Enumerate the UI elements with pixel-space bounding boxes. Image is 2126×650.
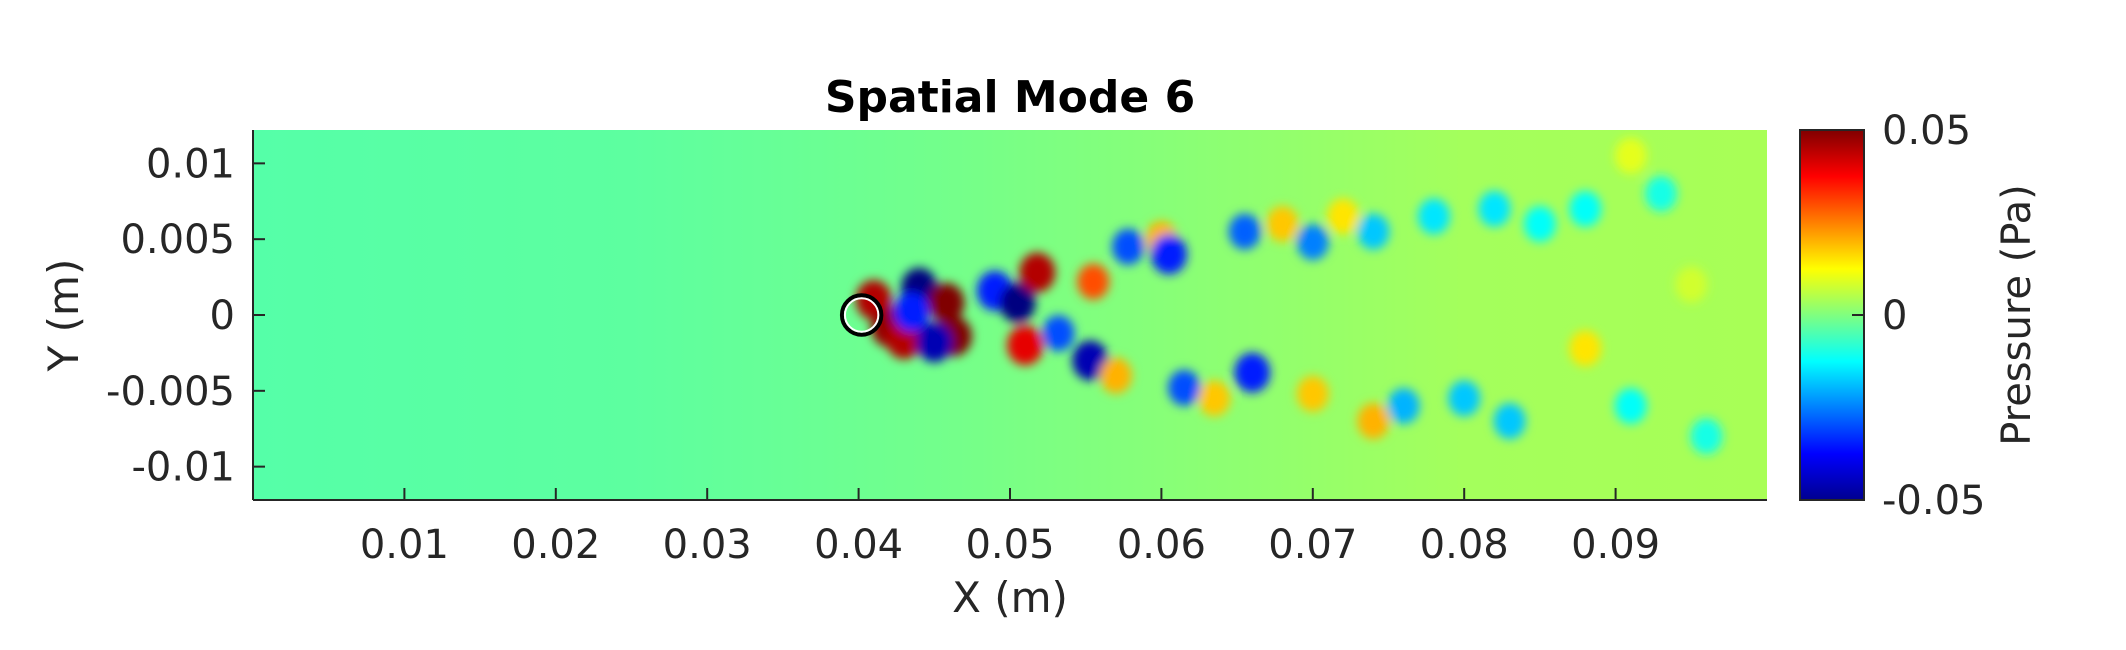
x-tick-label: 0.07 (1268, 522, 1357, 568)
colorbar-label: Pressure (Pa) (1994, 184, 2040, 446)
colorbar-tick-label: 0 (1882, 293, 1907, 339)
x-tick-label: 0.06 (1117, 522, 1206, 568)
plot-area (253, 130, 1767, 500)
pressure-blob-33 (1493, 403, 1526, 440)
pressure-blob-20 (1198, 380, 1231, 417)
pressure-blob-37 (1614, 387, 1647, 424)
y-tick-label: 0.005 (120, 217, 235, 263)
cylinder-inner-outline (843, 297, 880, 333)
pressure-blob-14 (1072, 340, 1109, 381)
pressure-blob-18 (1150, 234, 1187, 275)
pressure-blob-34 (1523, 206, 1556, 243)
pressure-blob-36 (1569, 190, 1602, 227)
pressure-blob-27 (1357, 403, 1390, 440)
x-tick-label: 0.02 (511, 522, 600, 568)
x-tick-label: 0.01 (360, 522, 449, 568)
pressure-blob-35 (1569, 330, 1602, 367)
y-axis-label: Y (m) (39, 259, 88, 373)
pressure-blob-12 (1042, 315, 1075, 352)
pressure-blob-15 (1099, 357, 1132, 394)
pressure-blob-39 (1690, 418, 1723, 455)
pressure-blob-21 (1228, 213, 1261, 250)
pressure-blob-7 (916, 322, 953, 363)
cylinder-outline (839, 293, 884, 337)
pressure-blob-40 (1614, 137, 1647, 174)
x-tick-label: 0.05 (965, 522, 1054, 568)
pressure-blob-26 (1327, 198, 1360, 235)
y-tick-label: -0.005 (106, 369, 235, 415)
pressure-blob-32 (1478, 190, 1511, 227)
x-axis: 0.01 0.02 0.03 0.04 0.05 0.06 0.07 0.08 0.09 (360, 488, 1660, 568)
y-tick-label: 0.01 (146, 141, 235, 187)
pressure-blob-5 (928, 282, 965, 323)
colorbar-ticks: 0.05 0 -0.05 (1852, 108, 1986, 524)
pressure-blob-29 (1387, 387, 1420, 424)
y-tick-label: -0.01 (132, 445, 236, 491)
pressure-blob-16 (1112, 228, 1145, 265)
x-tick-label: 0.03 (663, 522, 752, 568)
x-tick-label: 0.08 (1420, 522, 1509, 568)
colorbar-tick-label: 0.05 (1882, 108, 1971, 154)
cylinder-marker (839, 293, 884, 337)
pressure-blob-31 (1448, 380, 1481, 417)
pressure-blob-19 (1168, 369, 1201, 406)
x-tick-label: 0.09 (1571, 522, 1660, 568)
x-tick-label: 0.04 (814, 522, 903, 568)
pressure-blob-28 (1357, 213, 1390, 250)
pressure-blob-25 (1296, 375, 1329, 412)
pressure-blob-41 (1675, 266, 1708, 303)
pressure-blob-23 (1266, 206, 1299, 243)
pressure-blob-11 (1007, 325, 1044, 366)
pressure-blob-4 (893, 291, 930, 332)
colorbar-tick-label: -0.05 (1882, 478, 1986, 524)
colorbar: 0.05 0 -0.05 Pressure (Pa) (1799, 108, 2040, 524)
chart-title: Spatial Mode 6 (825, 72, 1195, 123)
pressure-blob-24 (1296, 224, 1329, 261)
x-axis-label: X (m) (952, 573, 1068, 622)
pressure-blob-22 (1234, 352, 1271, 393)
pressure-blob-38 (1645, 175, 1678, 212)
pressure-blob-9 (999, 282, 1036, 323)
pressure-blob-30 (1417, 198, 1450, 235)
y-tick-label: 0 (210, 293, 235, 339)
pressure-blob-13 (1077, 263, 1110, 300)
y-axis: 0.01 0.005 0 -0.005 -0.01 (106, 141, 265, 491)
pressure-blob-10 (1019, 252, 1056, 293)
